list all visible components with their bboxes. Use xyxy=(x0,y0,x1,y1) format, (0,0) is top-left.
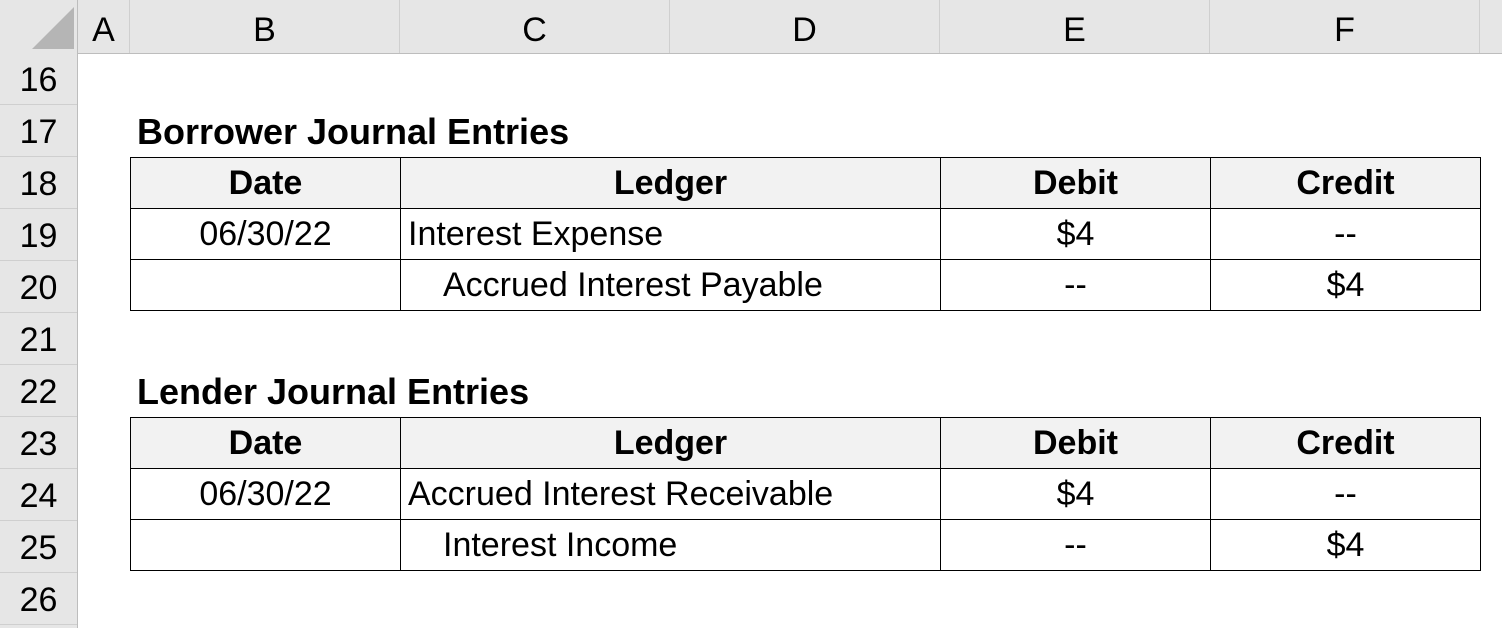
column-header-c[interactable]: C xyxy=(400,0,670,53)
debit-cell[interactable]: $4 xyxy=(940,208,1211,260)
table-row: 06/30/22 Interest Expense $4 -- xyxy=(130,208,1481,260)
row-header-19[interactable]: 19 xyxy=(0,209,77,261)
header-date[interactable]: Date xyxy=(130,417,401,469)
debit-cell[interactable]: $4 xyxy=(940,468,1211,520)
table-header-row: Date Ledger Debit Credit xyxy=(130,417,1481,469)
row-header-17[interactable]: 17 xyxy=(0,105,77,157)
row-header-20[interactable]: 20 xyxy=(0,261,77,313)
column-header-bar: A B C D E F xyxy=(0,0,1502,54)
table-header-row: Date Ledger Debit Credit xyxy=(130,157,1481,209)
row-header-23[interactable]: 23 xyxy=(0,417,77,469)
column-header-a[interactable]: A xyxy=(78,0,130,53)
lender-title[interactable]: Lender Journal Entries xyxy=(137,371,530,412)
select-all-triangle-icon xyxy=(32,7,74,49)
credit-cell[interactable]: $4 xyxy=(1210,519,1481,571)
row-header-bar: 16 17 18 19 20 21 22 23 24 25 26 xyxy=(0,53,78,628)
table-row: 06/30/22 Accrued Interest Receivable $4 … xyxy=(130,468,1481,520)
credit-cell[interactable]: -- xyxy=(1210,208,1481,260)
lender-journal-table: Date Ledger Debit Credit 06/30/22 Accrue… xyxy=(130,417,1481,571)
debit-cell[interactable]: -- xyxy=(940,519,1211,571)
ledger-cell[interactable]: Accrued Interest Receivable xyxy=(400,468,941,520)
column-header-e[interactable]: E xyxy=(940,0,1210,53)
column-header-f[interactable]: F xyxy=(1210,0,1480,53)
credit-cell[interactable]: -- xyxy=(1210,468,1481,520)
header-credit[interactable]: Credit xyxy=(1210,417,1481,469)
header-date[interactable]: Date xyxy=(130,157,401,209)
header-ledger[interactable]: Ledger xyxy=(400,157,941,209)
row-header-18[interactable]: 18 xyxy=(0,157,77,209)
date-cell[interactable]: 06/30/22 xyxy=(130,208,401,260)
date-cell[interactable]: 06/30/22 xyxy=(130,468,401,520)
borrower-title[interactable]: Borrower Journal Entries xyxy=(137,111,570,152)
column-header-b[interactable]: B xyxy=(130,0,400,53)
ledger-cell[interactable]: Accrued Interest Payable xyxy=(400,259,941,311)
header-credit[interactable]: Credit xyxy=(1210,157,1481,209)
select-all-corner[interactable] xyxy=(0,0,78,53)
row-header-24[interactable]: 24 xyxy=(0,469,77,521)
row-header-16[interactable]: 16 xyxy=(0,53,77,105)
credit-cell[interactable]: $4 xyxy=(1210,259,1481,311)
borrower-journal-table: Date Ledger Debit Credit 06/30/22 Intere… xyxy=(130,157,1481,311)
header-debit[interactable]: Debit xyxy=(940,157,1211,209)
debit-cell[interactable]: -- xyxy=(940,259,1211,311)
row-header-21[interactable]: 21 xyxy=(0,313,77,365)
ledger-cell[interactable]: Interest Expense xyxy=(400,208,941,260)
date-cell[interactable] xyxy=(130,259,401,311)
row-header-22[interactable]: 22 xyxy=(0,365,77,417)
row-header-25[interactable]: 25 xyxy=(0,521,77,573)
ledger-cell[interactable]: Interest Income xyxy=(400,519,941,571)
row-header-26[interactable]: 26 xyxy=(0,573,77,625)
date-cell[interactable] xyxy=(130,519,401,571)
header-debit[interactable]: Debit xyxy=(940,417,1211,469)
table-row: Accrued Interest Payable -- $4 xyxy=(130,259,1481,311)
column-header-d[interactable]: D xyxy=(670,0,940,53)
header-ledger[interactable]: Ledger xyxy=(400,417,941,469)
table-row: Interest Income -- $4 xyxy=(130,519,1481,571)
